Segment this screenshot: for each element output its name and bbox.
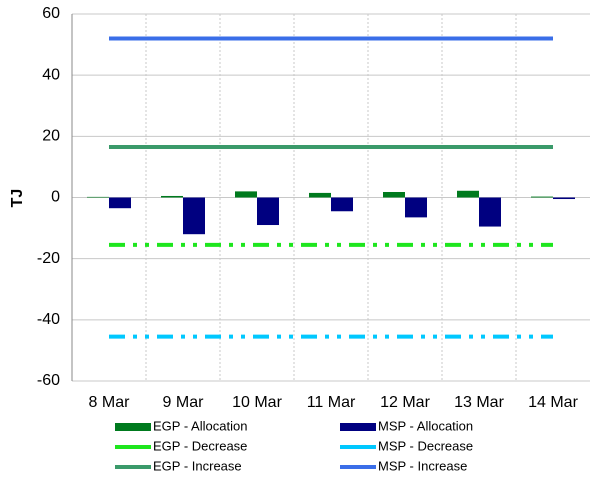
x-tick-label: 13 Mar bbox=[454, 394, 504, 411]
bar bbox=[161, 195, 183, 198]
x-tick-label: 10 Mar bbox=[232, 394, 282, 411]
bar bbox=[553, 197, 575, 200]
bar bbox=[331, 197, 353, 212]
x-tick-label: 14 Mar bbox=[528, 394, 578, 411]
x-tick-label: 12 Mar bbox=[380, 394, 430, 411]
y-tick-label: 0 bbox=[51, 189, 60, 206]
bar bbox=[383, 191, 405, 198]
legend-label: EGP - Decrease bbox=[153, 438, 247, 453]
bar bbox=[87, 196, 109, 198]
y-tick-label: 40 bbox=[42, 66, 60, 83]
legend-label: MSP - Decrease bbox=[378, 438, 473, 453]
bar bbox=[235, 191, 257, 198]
legend-label: EGP - Increase bbox=[153, 458, 242, 473]
bar bbox=[531, 196, 553, 198]
legend-swatch bbox=[115, 423, 151, 431]
bar bbox=[405, 197, 427, 218]
y-axis-label: TJ bbox=[9, 189, 26, 208]
bar bbox=[309, 192, 331, 198]
bar bbox=[183, 197, 205, 235]
x-tick-label: 11 Mar bbox=[307, 394, 356, 411]
bar bbox=[479, 197, 501, 227]
y-tick-label: -20 bbox=[37, 250, 60, 267]
legend-label: MSP - Allocation bbox=[378, 418, 473, 433]
legend-swatch bbox=[340, 423, 376, 431]
y-tick-label: 20 bbox=[42, 128, 60, 145]
legend-label: EGP - Allocation bbox=[153, 418, 247, 433]
x-tick-label: 9 Mar bbox=[163, 394, 205, 411]
x-tick-label: 8 Mar bbox=[89, 394, 131, 411]
bar bbox=[109, 197, 131, 209]
legend-label: MSP - Increase bbox=[378, 458, 467, 473]
y-tick-label: -40 bbox=[37, 311, 60, 328]
y-tick-label: -60 bbox=[37, 372, 60, 389]
y-tick-label: 60 bbox=[42, 5, 60, 22]
bar bbox=[457, 190, 479, 198]
bar bbox=[257, 197, 279, 226]
